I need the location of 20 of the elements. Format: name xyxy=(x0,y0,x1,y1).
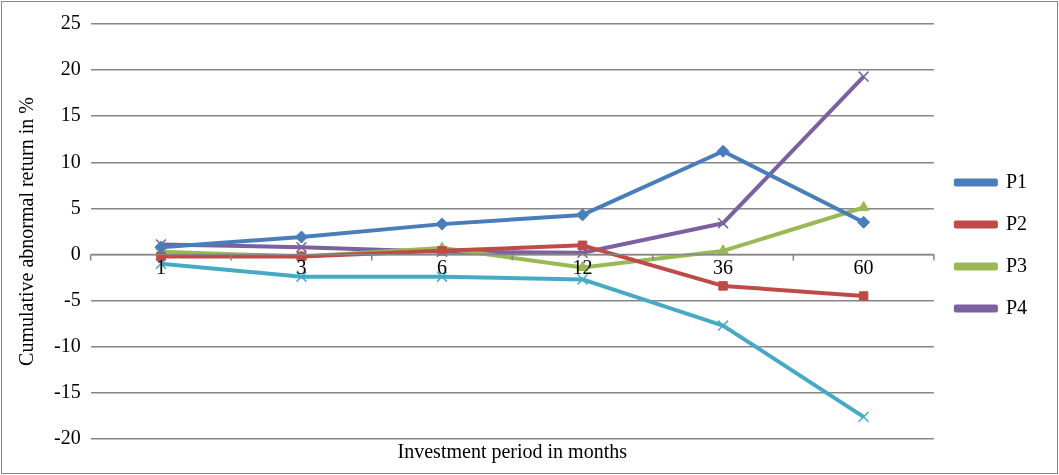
y-tick-label: 15 xyxy=(60,103,81,126)
y-tick-label: 10 xyxy=(60,149,81,172)
x-tick-label: 3 xyxy=(296,255,307,278)
y-tick-label: 20 xyxy=(60,57,81,80)
y-tick-label: 25 xyxy=(60,11,81,34)
x-tick-label: 60 xyxy=(853,255,874,278)
x-axis-title: Investment period in months xyxy=(397,440,628,464)
legend-label: P3 xyxy=(1005,253,1027,276)
y-tick-label: 0 xyxy=(70,241,81,264)
x-tick-label: 36 xyxy=(713,255,734,278)
y-axis-title: Cumulative abnormal return in % xyxy=(15,97,38,366)
legend-label: P2 xyxy=(1005,211,1027,234)
legend-label: P1 xyxy=(1005,169,1027,192)
legend-label: P4 xyxy=(1005,295,1027,318)
y-tick-label: 5 xyxy=(70,195,81,218)
y-tick-label: -20 xyxy=(53,426,81,449)
y-tick-label: -15 xyxy=(53,380,81,403)
x-tick-label: 6 xyxy=(437,255,447,278)
y-tick-label: -10 xyxy=(53,334,81,357)
y-tick-label: -5 xyxy=(63,287,81,310)
